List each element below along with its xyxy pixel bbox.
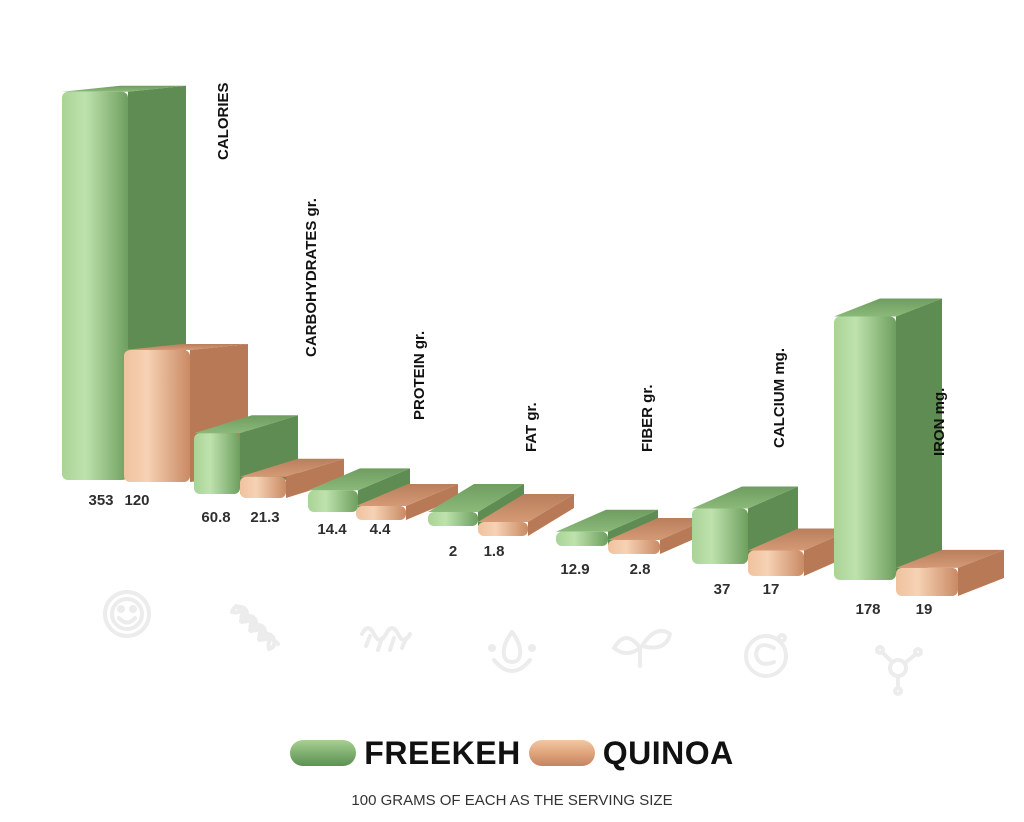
value-quinoa-fiber-gr: 2.8	[630, 561, 651, 578]
bar-quinoa-iron-mg	[896, 549, 1004, 596]
bar-freekeh-iron-mg	[834, 298, 942, 580]
value-quinoa-calcium-mg: 17	[763, 581, 780, 598]
value-freekeh-protein-gr: 14.4	[317, 521, 347, 538]
category-label-fat-gr: FAT gr.	[523, 402, 540, 452]
legend-swatch-quinoa	[528, 740, 595, 766]
value-freekeh-fat-gr: 2	[449, 543, 457, 560]
calcium-icon	[744, 633, 788, 678]
oil-drop-icon	[488, 630, 536, 673]
bar-quinoa-fat-gr	[478, 494, 574, 536]
value-freekeh-iron-mg: 178	[855, 601, 880, 618]
value-freekeh-fiber-gr: 12.9	[560, 561, 589, 578]
iron-molecule-icon	[875, 645, 923, 696]
value-quinoa-iron-mg: 19	[916, 601, 933, 618]
value-freekeh-calcium-mg: 37	[714, 581, 731, 598]
value-quinoa-protein-gr: 4.4	[370, 521, 392, 538]
category-label-protein-gr: PROTEIN gr.	[411, 331, 428, 420]
legend-item-quinoa: QUINOA	[528, 734, 734, 772]
category-label-iron-mg: IRON mg.	[931, 388, 948, 456]
legend-label-freekeh: FREEKEH	[364, 734, 521, 771]
protein-chain-icon	[360, 626, 412, 652]
serving-size-note: 100 GRAMS OF EACH AS THE SERVING SIZE	[351, 792, 673, 809]
category-label-calcium-mg: CALCIUM mg.	[771, 348, 788, 448]
value-quinoa-calories: 120	[124, 492, 149, 509]
legend: FREEKEH QUINOA	[0, 728, 1024, 778]
category-label-fiber-gr: FIBER gr.	[639, 384, 656, 452]
wheat-icon	[230, 604, 280, 651]
value-quinoa-carbohydrates-gr: 21.3	[250, 509, 279, 526]
value-freekeh-calories: 353	[88, 492, 113, 509]
legend-label-quinoa: QUINOA	[602, 734, 734, 771]
category-label-calories: CALORIES	[215, 82, 232, 160]
value-quinoa-fat-gr: 1.8	[484, 543, 505, 560]
legend-swatch-freekeh	[290, 740, 357, 766]
value-freekeh-carbohydrates-gr: 60.8	[201, 509, 230, 526]
bar-freekeh-fat-gr	[428, 484, 524, 526]
category-label-carbohydrates-gr: CARBOHYDRATES gr.	[303, 198, 320, 357]
bar-quinoa-carbohydrates-gr	[240, 458, 344, 498]
smiley-face-icon	[103, 590, 151, 638]
bar-quinoa-protein-gr	[356, 484, 458, 520]
legend-item-freekeh: FREEKEH	[290, 735, 520, 772]
leaves-icon	[612, 629, 672, 668]
